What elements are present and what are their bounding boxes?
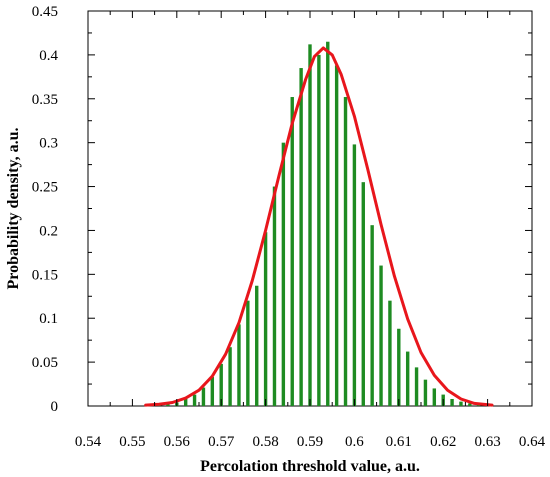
histogram-bar [272,186,277,406]
histogram-bar [370,225,374,406]
x-axis-title: Percolation threshold value, a.u. [200,458,420,475]
x-tick-label: 0.54 [75,434,102,450]
histogram-bar [201,387,206,406]
histogram-bar [281,142,286,406]
histogram-bar [263,232,268,406]
histogram-bar [343,97,348,407]
histogram-bar [166,404,170,406]
y-tick-label: 0.1 [39,311,58,327]
histogram-bar [308,44,312,406]
y-axis-title: Probability density, a.u. [5,128,22,290]
histogram-bar [334,65,339,406]
y-tick-label: 0.25 [32,180,58,196]
histogram-bar [299,68,303,407]
histogram-bar [237,324,241,406]
histogram-bar [405,351,410,406]
histogram-bar [379,265,383,406]
y-tick-label: 0.4 [39,48,58,64]
histogram-bar [388,300,392,406]
y-tick-label: 0.05 [32,355,58,371]
histogram-bar [468,403,472,406]
histogram-bar [432,388,437,406]
y-tick-label: 0.3 [39,136,58,152]
y-tick-label: 0.45 [32,4,58,20]
histogram-bar [183,398,188,406]
x-tick-label: 0.64 [519,434,546,450]
histogram-bar [450,398,454,406]
x-tick-label: 0.55 [119,434,145,450]
histogram-bar [361,182,365,406]
histogram-bar [397,328,401,406]
histogram-bar [219,363,223,406]
histogram-bar [317,54,321,407]
y-tick-label: 0 [51,399,59,415]
histogram-bar [255,285,259,406]
x-tick-label: 0.56 [164,434,191,450]
plot-area: 0.54 0.55 0.56 0.57 0.58 0.59 0.6 0.61 0.62 0.63 0… [32,4,546,450]
x-tick-label: 0.62 [430,434,456,450]
histogram-bar [326,41,330,406]
x-tick-label: 0.63 [474,434,500,450]
x-tick-label: 0.6 [345,434,364,450]
histogram-bar [192,394,197,406]
histogram-bar [290,97,294,407]
y-tick-label: 0.2 [39,223,58,239]
x-tick-label: 0.59 [297,434,323,450]
x-tick-label: 0.61 [386,434,412,450]
histogram-bar [246,300,250,406]
histogram-bar [459,401,463,406]
histogram-bar [423,379,428,406]
histogram-bar [414,367,419,406]
fit-curve [144,46,494,407]
histogram-bar [352,144,357,406]
y-tick-label: 0.15 [32,267,58,283]
x-tick-label: 0.58 [252,434,278,450]
x-tick-label: 0.57 [208,434,235,450]
y-tick-label: 0.35 [32,92,58,108]
histogram-bar [228,347,232,406]
histogram-bar [210,377,215,406]
